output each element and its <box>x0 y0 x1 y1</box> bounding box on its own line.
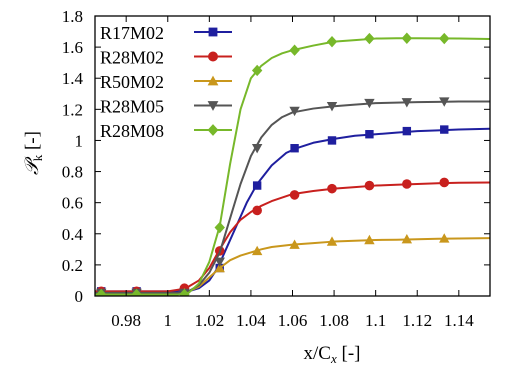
x-tick-label: 1.08 <box>319 311 349 330</box>
x-tick-label: 1.12 <box>402 311 432 330</box>
y-tick-label: 0.8 <box>62 163 83 182</box>
data-point-R17M02 <box>252 181 262 190</box>
data-point-R28M02 <box>439 177 450 188</box>
data-point-R28M08 <box>131 288 142 296</box>
data-point-R50M02 <box>364 234 375 245</box>
data-point-R50M02 <box>214 262 225 273</box>
y-axis-label-unit: [-] <box>22 131 43 155</box>
y-tick-label: 0 <box>75 287 84 306</box>
legend-label: R28M08 <box>100 121 164 141</box>
data-point-R28M08 <box>364 32 375 45</box>
legend-label: R17M02 <box>100 23 164 43</box>
series-R17M02 <box>95 125 490 296</box>
data-point-R28M05 <box>326 102 338 112</box>
data-point-R28M08 <box>214 221 225 234</box>
data-point-R17M02 <box>402 126 412 136</box>
series-line-R17M02 <box>95 127 490 293</box>
x-tick-label: 1.14 <box>444 311 474 330</box>
series-R28M02 <box>95 177 490 296</box>
data-point-R28M05 <box>439 97 450 107</box>
data-point-R28M02 <box>364 180 375 191</box>
legend-item-R50M02: R50M02 <box>100 72 232 92</box>
data-point-R50M02 <box>326 236 338 246</box>
series-R28M05 <box>95 97 490 296</box>
y-tick-label: 1.2 <box>62 100 83 119</box>
data-point-R17M02 <box>365 130 374 139</box>
legend-marker <box>207 101 219 111</box>
data-point-R50M02 <box>401 234 413 244</box>
data-point-R28M05 <box>401 98 413 108</box>
data-point-R17M02 <box>327 136 337 145</box>
x-tick-label: 1.04 <box>236 311 266 330</box>
y-tick-label: 0.4 <box>62 225 84 244</box>
data-point-R28M02 <box>402 179 412 189</box>
series-R28M08 <box>95 32 490 296</box>
x-tick-label: 1 <box>164 311 173 330</box>
axes: 0 0.2 0.4 0.6 0.8 1 1.2 1.4 1.6 1.8 0.98 1 1.02 1.04 1… <box>62 7 491 330</box>
data-point-R28M08 <box>401 32 413 44</box>
svg-text:𝒫k [-]: 𝒫k [-] <box>22 131 45 175</box>
x-tick-label: 1.02 <box>194 311 224 330</box>
data-point-R28M02 <box>252 205 262 216</box>
y-tick-label: 1.4 <box>62 69 84 88</box>
series-line-R28M08 <box>95 37 490 296</box>
plot-area <box>95 32 490 296</box>
x-tick-label: 1.06 <box>278 311 308 330</box>
x-axis-label-unit: [-] <box>337 343 361 364</box>
legend-item-R28M02: R28M02 <box>100 48 232 68</box>
data-point-R28M05 <box>214 257 225 267</box>
x-axis-label-main: x/C <box>304 343 331 364</box>
y-axis-label: 𝒫k [-] <box>22 131 45 175</box>
legend-item-R17M02: R17M02 <box>100 23 232 43</box>
svg-text:x/Cx [-]: x/Cx [-] <box>304 343 361 366</box>
legend: R17M02 R28M02 R50M02 R28M05 R28M08 <box>100 23 232 141</box>
data-point-R28M05 <box>251 144 263 154</box>
y-tick-label: 1.8 <box>62 7 83 26</box>
data-point-R28M08 <box>251 64 263 77</box>
data-point-R28M02 <box>327 183 337 194</box>
legend-item-R28M08: R28M08 <box>100 121 232 141</box>
data-point-R17M02 <box>290 144 299 153</box>
legend-item-R28M05: R28M05 <box>100 97 232 117</box>
legend-label: R28M05 <box>100 97 164 117</box>
data-point-R28M08 <box>326 35 338 48</box>
legend-label: R50M02 <box>100 72 164 92</box>
x-tick-label: 1.1 <box>365 311 386 330</box>
y-tick-label: 1.6 <box>62 38 83 57</box>
legend-marker <box>208 51 218 62</box>
x-tick-label: 0.98 <box>111 311 141 330</box>
data-point-R28M08 <box>179 288 190 296</box>
series-line-R28M05 <box>95 100 490 294</box>
data-point-R28M08 <box>439 32 450 45</box>
data-point-R50M02 <box>439 233 450 243</box>
y-axis-label-subscript: k <box>30 154 45 161</box>
y-tick-label: 1 <box>75 131 84 150</box>
legend-label: R28M02 <box>100 48 164 68</box>
data-point-R28M08 <box>289 44 300 56</box>
legend-marker <box>207 75 219 86</box>
data-point-R28M05 <box>364 98 375 109</box>
data-point-R28M05 <box>289 106 300 117</box>
data-point-R17M02 <box>440 125 449 134</box>
data-point-R28M02 <box>289 190 300 200</box>
legend-marker <box>208 27 218 37</box>
data-point-R28M08 <box>96 288 107 296</box>
data-point-R50M02 <box>251 245 263 256</box>
x-axis-label: x/Cx [-] <box>304 343 361 366</box>
series-R50M02 <box>95 233 490 296</box>
legend-marker <box>207 124 219 136</box>
y-tick-label: 0.6 <box>62 194 83 213</box>
data-point-R50M02 <box>289 239 300 249</box>
y-tick-label: 0.2 <box>62 256 83 275</box>
x-axis-label-subscript: x <box>330 351 337 366</box>
